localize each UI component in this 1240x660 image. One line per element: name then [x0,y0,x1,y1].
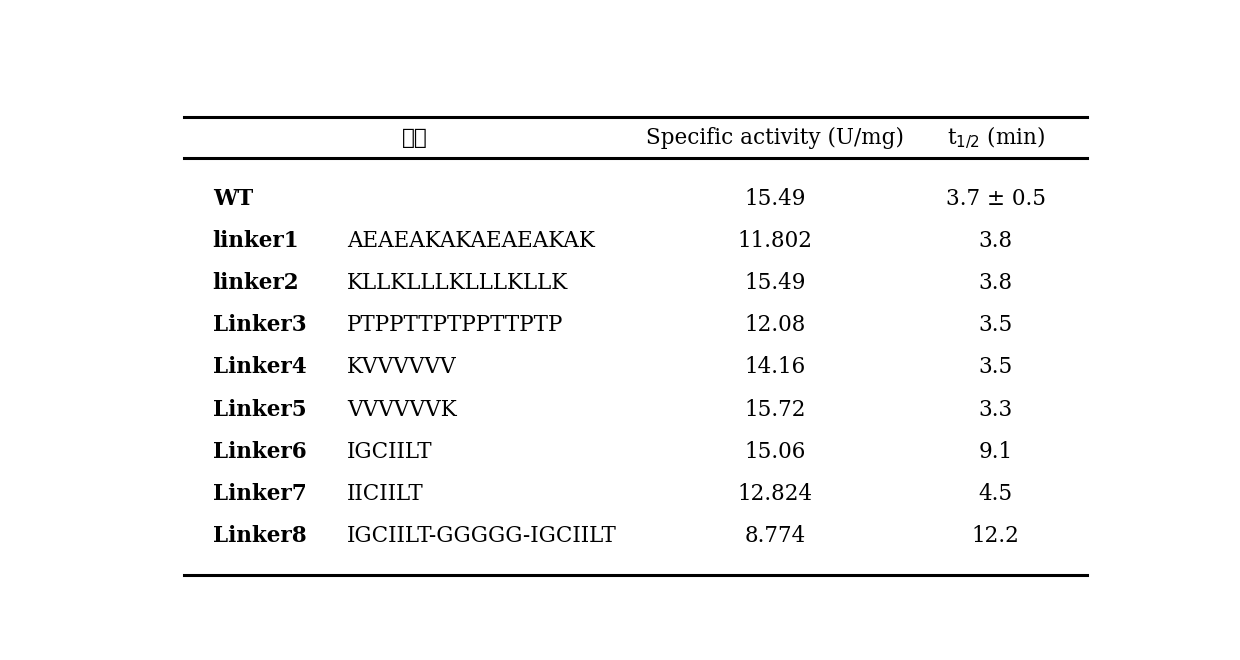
Text: 3.8: 3.8 [978,272,1013,294]
Text: IGCIILT: IGCIILT [347,441,433,463]
Text: 12.08: 12.08 [744,314,806,336]
Text: KLLKLLLKLLLKLLK: KLLKLLLKLLLKLLK [347,272,568,294]
Text: 3.5: 3.5 [978,314,1013,336]
Text: 15.49: 15.49 [744,272,806,294]
Text: 8.774: 8.774 [744,525,806,547]
Text: Linker4: Linker4 [213,356,306,378]
Text: 15.06: 15.06 [744,441,806,463]
Text: t$_{1/2}$ (min): t$_{1/2}$ (min) [947,125,1045,150]
Text: 3.3: 3.3 [978,399,1013,420]
Text: WT: WT [213,187,253,210]
Text: 15.49: 15.49 [744,187,806,210]
Text: IICIILT: IICIILT [347,483,424,505]
Text: 标签: 标签 [402,127,428,148]
Text: 14.16: 14.16 [744,356,806,378]
Text: linker2: linker2 [213,272,299,294]
Text: 3.8: 3.8 [978,230,1013,252]
Text: 4.5: 4.5 [978,483,1013,505]
Text: VVVVVVK: VVVVVVK [347,399,458,420]
Text: IGCIILT-GGGGG-IGCIILT: IGCIILT-GGGGG-IGCIILT [347,525,618,547]
Text: linker1: linker1 [213,230,299,252]
Text: Specific activity (U/mg): Specific activity (U/mg) [646,127,904,148]
Text: 12.824: 12.824 [738,483,812,505]
Text: 3.5: 3.5 [978,356,1013,378]
Text: 15.72: 15.72 [744,399,806,420]
Text: Linker6: Linker6 [213,441,306,463]
Text: 9.1: 9.1 [978,441,1013,463]
Text: Linker3: Linker3 [213,314,306,336]
Text: AEAEAKAKAEAEAKAK: AEAEAKAKAEAEAKAK [347,230,595,252]
Text: KVVVVVV: KVVVVVV [347,356,458,378]
Text: Linker5: Linker5 [213,399,306,420]
Text: PTPPTTPTPPTTPTP: PTPPTTPTPPTTPTP [347,314,563,336]
Text: Linker7: Linker7 [213,483,306,505]
Text: 11.802: 11.802 [738,230,812,252]
Text: Linker8: Linker8 [213,525,306,547]
Text: 3.7 ± 0.5: 3.7 ± 0.5 [946,187,1045,210]
Text: 12.2: 12.2 [972,525,1019,547]
